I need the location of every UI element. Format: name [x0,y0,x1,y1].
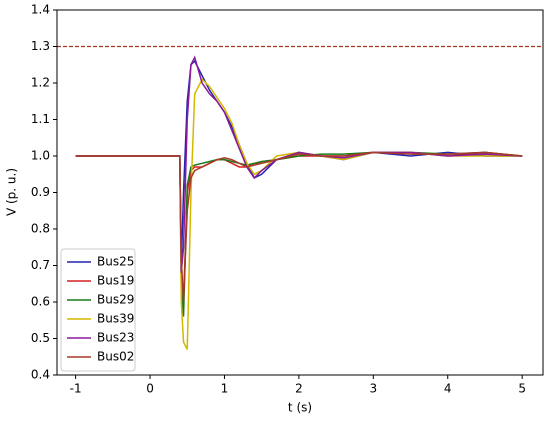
x-tick-label: 1 [221,382,229,396]
legend-label: Bus19 [97,274,134,288]
series-line [75,151,523,317]
legend-label: Bus25 [97,255,134,269]
x-axis-label: t (s) [288,401,312,415]
y-tick-label: 1.1 [31,112,50,126]
series-line [75,78,523,350]
legend-label: Bus23 [97,331,134,345]
x-tick-label: 4 [444,382,452,396]
y-tick-label: 0.4 [31,368,50,382]
y-tick-label: 1.2 [31,76,50,90]
plot-frame [56,9,544,376]
legend-box [60,248,136,372]
series-line [75,59,523,266]
y-tick-label: 0.6 [31,295,50,309]
series-line [75,151,523,303]
y-tick-label: 1.0 [31,149,50,163]
x-tick-label: 5 [518,382,526,396]
y-tick-label: 1.3 [31,39,50,53]
y-tick-label: 0.8 [31,222,50,236]
legend-label: Bus39 [97,312,134,326]
series-line [75,151,523,303]
legend-label: Bus02 [97,350,134,364]
y-axis-label: V (p. u.) [5,168,19,216]
y-tick-label: 0.5 [31,331,50,345]
x-tick-label: 0 [146,382,154,396]
x-tick-label: 3 [369,382,377,396]
x-tick-label: -1 [70,382,82,396]
x-tick-label: 2 [295,382,303,396]
legend-label: Bus29 [97,293,134,307]
series-line [75,55,523,273]
y-tick-label: 0.7 [31,258,50,272]
y-tick-label: 1.4 [31,3,50,17]
y-tick-label: 0.9 [31,185,50,199]
